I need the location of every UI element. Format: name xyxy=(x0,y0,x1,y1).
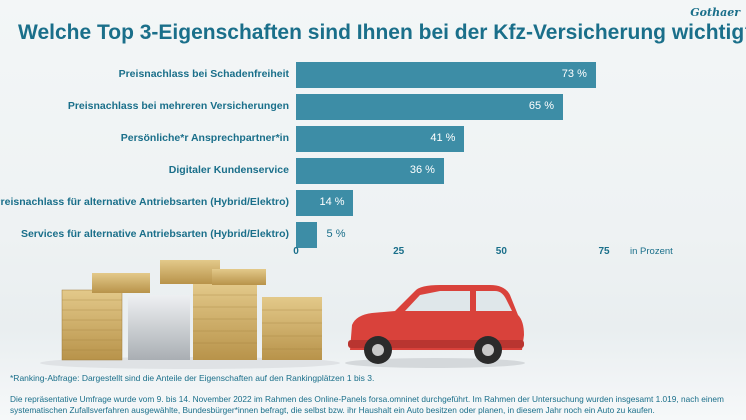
bar-value-label: 65 % xyxy=(528,100,554,112)
methodology-note: Die repräsentative Umfrage wurde vom 9. … xyxy=(10,394,724,415)
bar-chart: Preisnachlass bei Schadenfreiheit 73 % Pre… xyxy=(0,62,673,257)
bar xyxy=(296,190,354,216)
category-label: Preisnachlass bei mehreren Versicherunge… xyxy=(67,100,289,112)
red-car-icon xyxy=(345,285,525,368)
category-label: Services für alternative Antriebsarten (… xyxy=(20,228,289,240)
bar xyxy=(296,222,317,248)
bar xyxy=(296,158,444,184)
bar-value-label: 36 % xyxy=(409,164,435,176)
coin-stacks xyxy=(61,260,322,361)
category-label: Preisnachlass für alternative Antriebsar… xyxy=(0,196,289,208)
bar-value-label: 41 % xyxy=(430,132,456,144)
x-tick-label: 0 xyxy=(293,246,299,257)
category-label: Digitaler Kundenservice xyxy=(168,164,289,176)
category-label: Persönliche*r Ansprechpartner*in xyxy=(120,132,289,144)
title-text: Welche Top 3-Eigenschaften sind Ihnen be… xyxy=(18,21,746,44)
chart-title: Welche Top 3-Eigenschaften sind Ihnen be… xyxy=(18,18,746,45)
bar-value-label: 73 % xyxy=(561,68,587,80)
bar xyxy=(296,126,465,152)
x-axis-unit: in Prozent xyxy=(630,246,673,257)
x-tick-label: 25 xyxy=(393,246,405,257)
bar-value-label: 14 % xyxy=(319,196,345,208)
brand-logo: Gothaer xyxy=(690,6,740,19)
x-tick-label: 75 xyxy=(598,246,610,257)
coins-and-car-illustration xyxy=(40,260,525,369)
bar xyxy=(296,94,563,120)
bar xyxy=(296,62,596,88)
x-tick-label: 50 xyxy=(495,246,507,257)
category-label: Preisnachlass bei Schadenfreiheit xyxy=(118,68,289,80)
footnote: *Ranking-Abfrage: Dargestellt sind die A… xyxy=(10,373,375,383)
bar-value-label: 5 % xyxy=(326,228,346,240)
